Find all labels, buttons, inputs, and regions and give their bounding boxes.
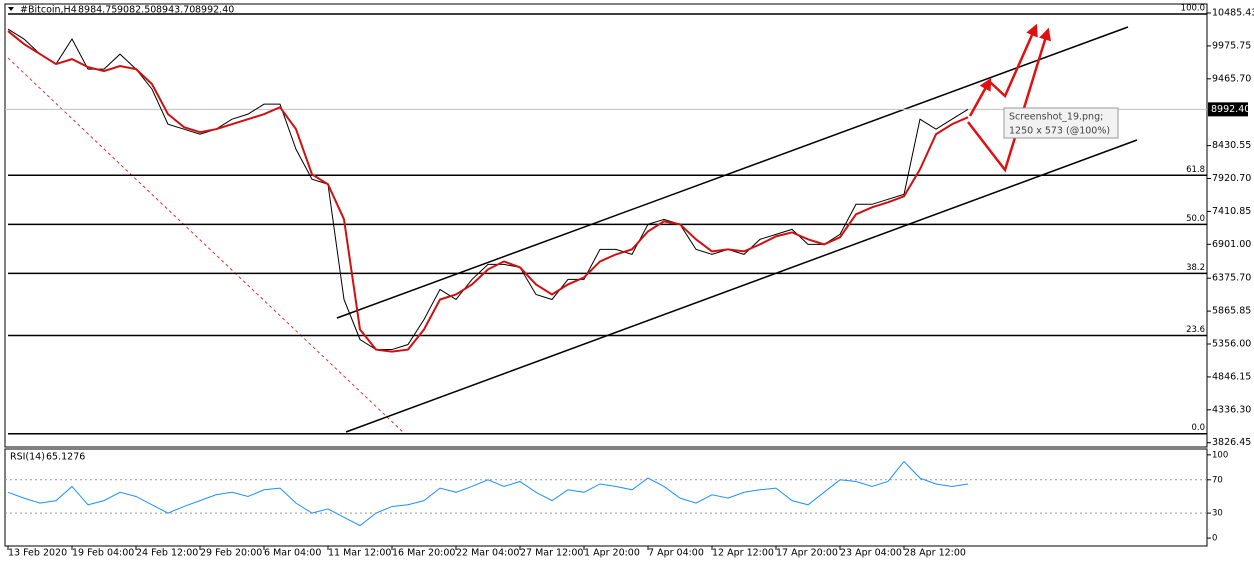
y-tick-label: 7410.85 — [1212, 206, 1251, 217]
x-tick-label: 23 Apr 04:00 — [840, 548, 902, 559]
price-tag — [1208, 102, 1248, 117]
arrow — [967, 27, 1052, 173]
tooltip: Screenshot_19.png; 1250 x 573 (@100%) — [1003, 107, 1119, 139]
rsi-tick-label: 0 — [1212, 534, 1217, 544]
x-tick-label: 28 Apr 12:00 — [904, 548, 966, 559]
arrow — [968, 77, 992, 117]
arrow — [989, 23, 1038, 99]
y-tick-label: 7920.70 — [1212, 173, 1251, 184]
tooltip-line: Screenshot_19.png; — [1009, 112, 1103, 123]
x-tick-label: 22 Mar 04:00 — [456, 548, 519, 559]
rsi-tick-label: 70 — [1212, 475, 1223, 485]
x-tick-label: 17 Apr 20:00 — [776, 548, 838, 559]
moving-average — [7, 30, 969, 353]
fib-label: 38.2 — [1186, 263, 1205, 273]
ohlc-low: 8943.70 — [156, 5, 195, 16]
x-tick-label: 7 Apr 04:00 — [648, 548, 704, 559]
forecast-arrows — [967, 23, 1052, 173]
x-tick-label: 19 Feb 04:00 — [72, 548, 134, 559]
trend-line — [7, 57, 406, 435]
tooltip-line: 1250 x 573 (@100%) — [1009, 126, 1110, 137]
x-tick-label: 6 Mar 04:00 — [264, 548, 321, 559]
fib-label: 23.6 — [1186, 325, 1205, 335]
x-tick-label: 13 Feb 2020 — [8, 548, 67, 559]
x-tick-label: 24 Feb 12:00 — [136, 548, 198, 559]
price-tag-label: 8992.40 — [1211, 104, 1250, 115]
x-tick-label: 11 Mar 12:00 — [328, 548, 391, 559]
rsi-value: 65.1276 — [46, 452, 85, 463]
rsi-tick-label: 100 — [1212, 450, 1228, 460]
y-tick-label: 6901.00 — [1212, 239, 1251, 250]
fib-label: 0.0 — [1191, 423, 1205, 433]
y-tick-label: 8430.55 — [1212, 140, 1251, 151]
y-tick-label: 5865.85 — [1212, 306, 1251, 317]
menu-arrow[interactable] — [8, 7, 14, 11]
symbol: #Bitcoin,H4 — [20, 5, 77, 16]
x-tick-label: 27 Mar 12:00 — [520, 548, 583, 559]
y-tick-label: 4846.15 — [1212, 371, 1251, 382]
fib-label: 50.0 — [1186, 214, 1205, 224]
y-tick-label: 5356.00 — [1212, 339, 1251, 350]
x-tick-label: 12 Apr 12:00 — [712, 548, 774, 559]
x-tick-label: 29 Feb 20:00 — [200, 548, 262, 559]
rsi-line — [7, 460, 969, 527]
ohlc-open: 8984.75 — [78, 5, 117, 16]
channel-lower — [345, 139, 1138, 433]
fib-label: 61.8 — [1186, 165, 1205, 175]
plot: 10485.43 9975.75 9465.70 8430.55 7920.70 7410… — [5, 4, 1254, 559]
x-tick-label: 16 Mar 20:00 — [392, 548, 455, 559]
y-tick-label: 6375.70 — [1212, 273, 1251, 284]
fib-label: 100.0 — [1181, 4, 1205, 14]
tooltip-box — [1003, 107, 1119, 139]
y-tick-label: 4336.30 — [1212, 404, 1251, 415]
ohlc-high: 9082.50 — [117, 5, 156, 16]
y-tick-label: 9465.70 — [1212, 73, 1251, 84]
price-panel — [4, 3, 1208, 448]
price-line — [7, 28, 969, 351]
rsi-panel — [4, 448, 1208, 547]
x-tick-label: 1 Apr 20:00 — [584, 548, 640, 559]
y-tick-label: 9975.75 — [1212, 40, 1251, 51]
ohlc-close: 8992.40 — [195, 5, 234, 16]
y-tick-label: 10485.43 — [1212, 8, 1254, 19]
rsi-tick-label: 30 — [1212, 509, 1223, 519]
channel-upper — [336, 26, 1129, 319]
rsi-title: RSI(14) — [10, 452, 45, 463]
y-tick-label: 3826.45 — [1212, 437, 1251, 448]
